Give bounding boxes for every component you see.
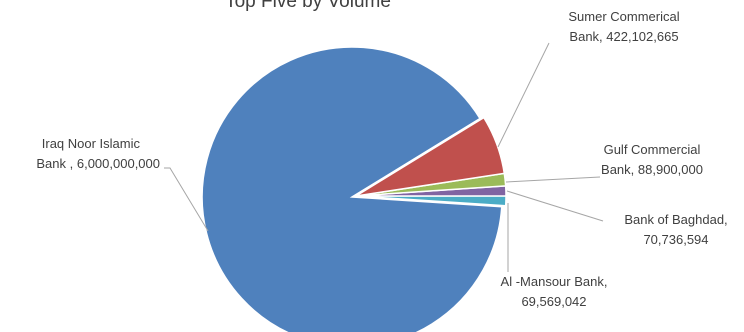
pie-slice-sumer-commerical-bank [355, 116, 506, 197]
data-label: Al -Mansour Bank, 69,569,042 [501, 274, 608, 309]
leader-line [506, 190, 604, 222]
leader-line [497, 42, 550, 148]
leader-line [164, 167, 209, 232]
chart-title: Top Five by Volume [225, 0, 391, 12]
leader-line [505, 176, 601, 183]
pie-slice-iraq-noor-islamic-bank [201, 46, 503, 332]
data-label: Gulf Commercial Bank, 88,900,000 [601, 142, 703, 177]
data-label: Sumer Commerical Bank, 422,102,665 [568, 9, 679, 44]
data-label: Iraq Noor Islamic Bank , 6,000,000,000 [36, 136, 160, 171]
data-label: Bank of Baghdad, 70,736,594 [624, 212, 727, 247]
